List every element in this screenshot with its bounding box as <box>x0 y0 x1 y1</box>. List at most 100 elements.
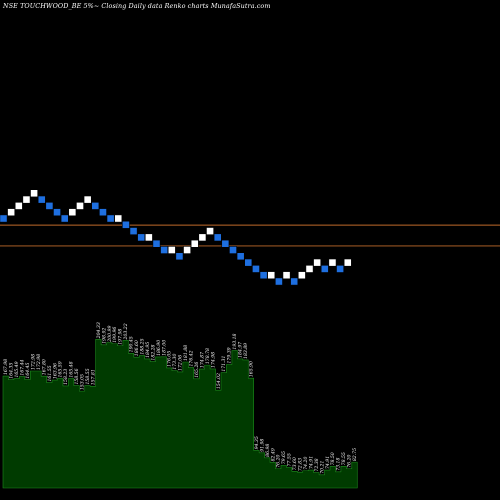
renko-brick-up <box>267 271 276 280</box>
volume-label: 94.35 <box>254 436 260 449</box>
renko-brick-up <box>198 233 207 242</box>
volume-label: 72.83 <box>298 458 304 471</box>
volume-label: 154.02 <box>216 373 222 389</box>
volume-label: 91.98 <box>259 439 265 452</box>
volume-label: 179.39 <box>227 347 233 363</box>
renko-brick-up <box>343 258 352 267</box>
volume-label: 165.48 <box>69 361 75 377</box>
volume-label: 82.49 <box>270 448 276 461</box>
volume-label: 167.44 <box>20 359 26 375</box>
renko-brick-up <box>190 239 199 248</box>
volume-label: 204.33 <box>96 322 102 339</box>
renko-brick-down <box>290 277 299 286</box>
volume-label: 158.23 <box>63 369 69 385</box>
volume-label: 76.20 <box>347 455 353 468</box>
chart-title: NSE TOUCHWOOD_BE 5%~ Closing Daily data … <box>3 2 271 10</box>
volume-label: 183.89 <box>243 343 249 359</box>
renko-brick-up <box>328 258 337 267</box>
renko-brick-up <box>7 208 16 217</box>
volume-label: 157.81 <box>90 369 96 385</box>
volume-label: 153.05 <box>80 374 86 390</box>
volume-label: 164.35 <box>9 363 15 379</box>
volume-label: 167.98 <box>3 359 9 375</box>
volume-label: 181.88 <box>183 345 189 361</box>
volume-label: 78.55 <box>341 452 347 465</box>
volume-label: 171.31 <box>221 356 227 372</box>
renko-brick-down <box>152 239 161 248</box>
volume-label: 165.90 <box>248 361 254 377</box>
volume-label: 82.75 <box>352 448 358 461</box>
volume-label: 188.25 <box>139 338 145 354</box>
renko-brick-up <box>183 246 191 254</box>
volume-label: 198.92 <box>101 328 107 344</box>
volume-label: 176.05 <box>167 351 173 367</box>
volume-label: 79.65 <box>281 451 287 464</box>
volume-label: 190.45 <box>129 336 135 352</box>
volume-label: 172.98 <box>30 354 36 370</box>
volume-label: 76.20 <box>276 455 282 468</box>
volume-label: 200.99 <box>107 326 113 343</box>
volume-label: 165.49 <box>14 361 20 377</box>
renko-brick-up <box>305 264 314 273</box>
volume-label: 173.30 <box>172 354 178 370</box>
volume-label: 74.91 <box>308 456 314 469</box>
renko-brick-up <box>22 195 31 204</box>
renko-brick-down <box>99 208 107 217</box>
volume-label: 74.91 <box>325 456 331 469</box>
volume-label: 187.00 <box>161 340 167 356</box>
volume-label: 164.45 <box>25 362 31 378</box>
volume-label: 174.87 <box>199 352 205 368</box>
volume-label: 197.98 <box>118 329 124 345</box>
renko-brick-up <box>30 189 38 198</box>
volume-label: 172.98 <box>36 354 42 370</box>
renko-brick-down <box>0 214 8 223</box>
renko-brick-down <box>336 264 344 273</box>
renko-brick-down <box>252 264 260 273</box>
volume-label: 186.90 <box>156 340 162 356</box>
volume-label: 158.55 <box>85 368 91 384</box>
renko-brick-down <box>274 277 283 286</box>
volume-label: 184.95 <box>145 342 151 358</box>
volume-label: 167.80 <box>41 359 47 375</box>
renko-brick-up <box>282 271 291 280</box>
volume-label: 176.42 <box>189 350 195 366</box>
renko-bricks <box>0 189 352 286</box>
renko-brick-down <box>221 239 230 248</box>
renko-brick-down <box>37 195 46 204</box>
volume-label: 172.06 <box>178 355 184 371</box>
renko-brick-up <box>114 214 123 223</box>
renko-brick-down <box>106 214 115 223</box>
volume-label: 186.60 <box>134 340 140 356</box>
renko-brick-down <box>53 208 61 217</box>
renko-brick-up <box>297 271 306 280</box>
renko-brick-up <box>206 227 214 235</box>
renko-brick-down <box>244 258 253 267</box>
volume-label: 178.78 <box>205 348 211 364</box>
volume-label: 158.56 <box>74 368 80 384</box>
renko-brick-down <box>122 220 130 229</box>
volume-area-fill <box>2 339 358 489</box>
volume-label: 74.20 <box>303 457 309 470</box>
renko-brick-down <box>129 227 138 235</box>
volume-label: 72.38 <box>314 458 320 471</box>
volume-label: 161.55 <box>47 365 53 381</box>
renko-brick-down <box>213 233 222 242</box>
volume-label: 78.50 <box>330 452 336 465</box>
renko-brick-down <box>160 246 169 254</box>
renko-brick-up <box>68 208 77 217</box>
renko-brick-down <box>236 252 245 261</box>
volume-label: 203.22 <box>123 323 129 340</box>
volume-label: 73.60 <box>292 457 298 470</box>
volume-label: 182.28 <box>150 344 156 360</box>
volume-label: 70.21 <box>319 461 325 474</box>
volume-label: 174.98 <box>210 352 216 368</box>
renko-brick-down <box>45 202 54 210</box>
renko-brick-up <box>313 258 322 267</box>
renko-brick-up <box>83 195 92 204</box>
renko-brick-down <box>320 264 329 273</box>
volume-label: 77.55 <box>287 453 293 466</box>
reference-lines <box>0 224 500 247</box>
renko-brick-up <box>144 233 153 242</box>
